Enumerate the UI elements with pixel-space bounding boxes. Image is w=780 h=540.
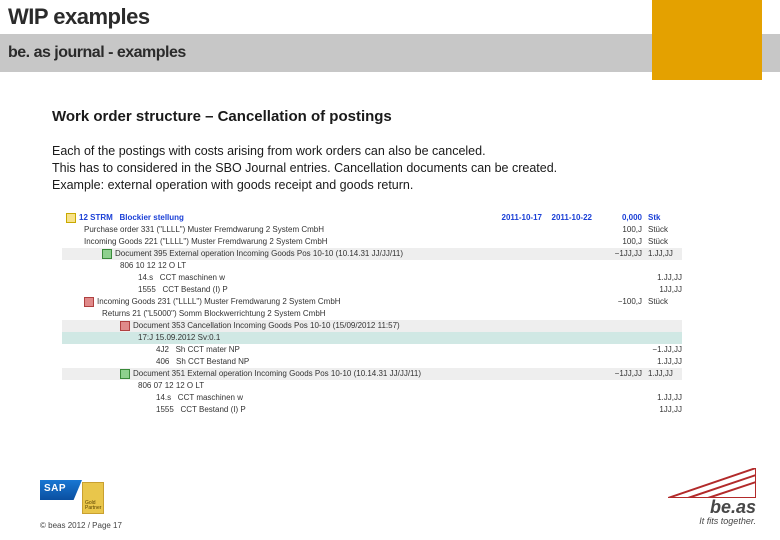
accent-box	[652, 0, 762, 80]
node-value: 1.JJ,JJ	[632, 392, 682, 404]
node-icon	[102, 249, 112, 259]
tree-row: Purchase order 331 ("LLLL") Muster Fremd…	[62, 224, 682, 236]
para-3: Example: external operation with goods r…	[52, 178, 413, 192]
beas-tagline: It fits together.	[668, 516, 756, 526]
beas-logo: be.as It fits together.	[668, 468, 756, 526]
node-value: 1.JJ,JJ	[632, 272, 682, 284]
node-value: 0,000	[592, 212, 642, 224]
node-value: −1.JJ,JJ	[632, 344, 682, 356]
node-value: 100,J	[592, 224, 642, 236]
node-unit: Stück	[642, 236, 682, 248]
node-icon	[84, 297, 94, 307]
node-value: −1JJ,JJ	[592, 368, 642, 380]
node-label: 406	[156, 356, 169, 368]
node-value: −1JJ,JJ	[592, 248, 642, 260]
node-mid: CCT Bestand (I) P	[174, 404, 632, 416]
tree-row: 17:J 15.09.2012 Sv:0.1	[62, 332, 682, 344]
node-unit: Stück	[642, 224, 682, 236]
node-date1: 2011-10-17	[492, 212, 542, 224]
footer: © beas 2012 / Page 17 be.as It fits toge…	[0, 486, 780, 532]
node-unit: 1.JJ,JJ	[642, 248, 682, 260]
node-value: 1.JJ,JJ	[632, 356, 682, 368]
node-label: 806 10 12 12 O LT	[120, 260, 186, 272]
tree-row: 14.s CCT maschinen w1.JJ,JJ	[62, 392, 682, 404]
tree-row: Returns 21 ("L5000") Somm Blockwerrichtu…	[62, 308, 682, 320]
node-value: −100,J	[592, 296, 642, 308]
gold-partner-tag	[82, 482, 104, 514]
node-label: 806 07 12 12 O LT	[138, 380, 204, 392]
tree-row: Document 353 Cancellation Incoming Goods…	[62, 320, 682, 332]
node-label: 17:J 15.09.2012 Sv:0.1	[138, 332, 220, 344]
content-area: Work order structure – Cancellation of p…	[0, 80, 780, 416]
tree-row: Incoming Goods 231 ("LLLL") Muster Fremd…	[62, 296, 682, 308]
node-mid: Blockier stellung	[113, 212, 492, 224]
tree-row: 806 10 12 12 O LT	[62, 260, 682, 272]
para-2: This has to considered in the SBO Journa…	[52, 161, 557, 175]
tree-row: 12 STRM Blockier stellung2011-10-172011-…	[62, 212, 682, 224]
node-date2: 2011-10-22	[542, 212, 592, 224]
tree-row: Document 395 External operation Incoming…	[62, 248, 682, 260]
node-label: 12 STRM	[79, 212, 113, 224]
node-label: Document 353 Cancellation Incoming Goods…	[133, 320, 400, 332]
node-label: Document 351 External operation Incoming…	[133, 368, 421, 380]
node-value: 100,J	[592, 236, 642, 248]
tree-row: Document 351 External operation Incoming…	[62, 368, 682, 380]
copyright-text: © beas 2012 / Page 17	[40, 521, 122, 530]
node-unit: Stk	[642, 212, 682, 224]
page-subtitle: be. as journal - examples	[0, 44, 186, 62]
tree-row: Incoming Goods 221 ("LLLL") Muster Fremd…	[62, 236, 682, 248]
slide-header: WIP examples be. as journal - examples	[0, 0, 780, 80]
node-label: Returns 21 ("L5000") Somm Blockwerrichtu…	[102, 308, 326, 320]
node-icon	[120, 369, 130, 379]
section-heading: Work order structure – Cancellation of p…	[52, 108, 740, 125]
work-order-tree: 12 STRM Blockier stellung2011-10-172011-…	[62, 212, 682, 416]
node-label: 4J2	[156, 344, 169, 356]
node-mid: Sh CCT mater NP	[169, 344, 632, 356]
beas-triangle-icon	[668, 468, 756, 498]
node-icon	[120, 321, 130, 331]
node-mid: Sh CCT Bestand NP	[169, 356, 632, 368]
node-mid: CCT maschinen w	[153, 272, 632, 284]
tree-row: 14.s CCT maschinen w1.JJ,JJ	[62, 272, 682, 284]
tree-row: 1555 CCT Bestand (I) P1JJ,JJ	[62, 284, 682, 296]
tree-row: 4J2 Sh CCT mater NP−1.JJ,JJ	[62, 344, 682, 356]
sap-logo-icon	[40, 480, 82, 500]
node-unit: Stück	[642, 296, 682, 308]
tree-row: 406 Sh CCT Bestand NP1.JJ,JJ	[62, 356, 682, 368]
node-mid: CCT maschinen w	[171, 392, 632, 404]
node-icon	[66, 213, 76, 223]
beas-brand-name: be.as	[668, 498, 756, 516]
node-label: Incoming Goods 231 ("LLLL") Muster Fremd…	[97, 296, 341, 308]
node-mid: CCT Bestand (I) P	[156, 284, 632, 296]
node-label: Document 395 External operation Incoming…	[115, 248, 403, 260]
node-label: 14.s	[138, 272, 153, 284]
node-label: Incoming Goods 221 ("LLLL") Muster Fremd…	[84, 236, 328, 248]
node-label: Purchase order 331 ("LLLL") Muster Fremd…	[84, 224, 324, 236]
tree-row: 806 07 12 12 O LT	[62, 380, 682, 392]
node-value: 1JJ,JJ	[632, 284, 682, 296]
node-unit: 1.JJ,JJ	[642, 368, 682, 380]
tree-row: 1555 CCT Bestand (I) P1JJ,JJ	[62, 404, 682, 416]
para-1: Each of the postings with costs arising …	[52, 144, 486, 158]
body-text: Each of the postings with costs arising …	[52, 143, 740, 194]
node-value: 1JJ,JJ	[632, 404, 682, 416]
node-label: 14.s	[156, 392, 171, 404]
sap-partner-badge	[40, 480, 106, 516]
node-label: 1555	[138, 284, 156, 296]
node-label: 1555	[156, 404, 174, 416]
